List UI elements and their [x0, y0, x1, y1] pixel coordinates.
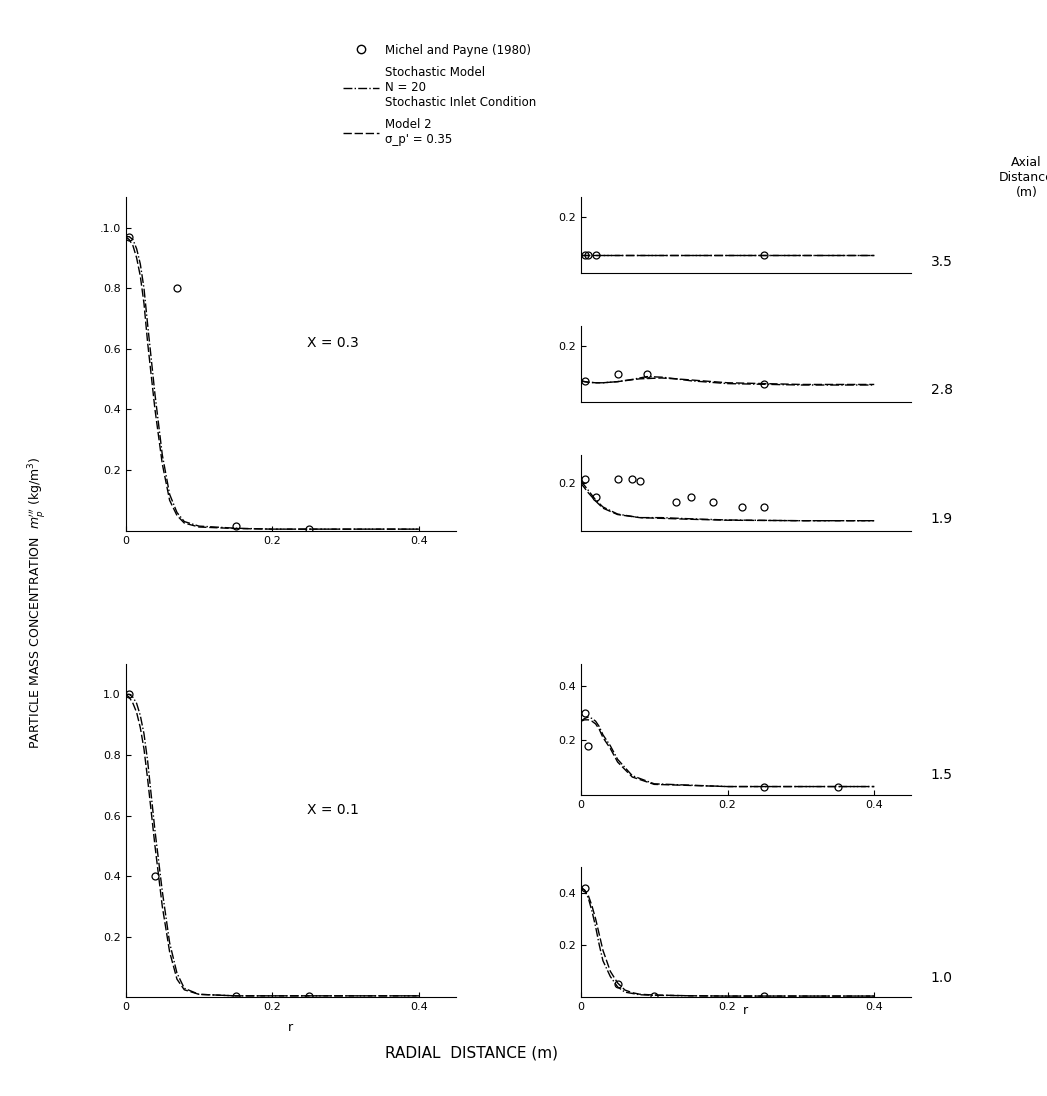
Text: 1.0: 1.0 [931, 971, 953, 984]
Legend: Michel and Payne (1980), Stochastic Model
N = 20
Stochastic Inlet Condition, Mod: Michel and Payne (1980), Stochastic Mode… [339, 38, 540, 151]
Text: r: r [288, 1020, 293, 1034]
Text: 2.8: 2.8 [931, 384, 953, 398]
Text: X = 0.3: X = 0.3 [307, 336, 359, 351]
Text: 1.9: 1.9 [931, 512, 953, 526]
Text: Axial
Distance
(m): Axial Distance (m) [999, 156, 1047, 198]
Text: PARTICLE MASS CONCENTRATION  $m_p'''$ (kg/m$^3$): PARTICLE MASS CONCENTRATION $m_p'''$ (kg… [25, 456, 48, 750]
Text: X = 0.1: X = 0.1 [307, 803, 359, 817]
Text: r: r [743, 1004, 749, 1017]
Text: 3.5: 3.5 [931, 254, 953, 269]
Text: 1.5: 1.5 [931, 768, 953, 783]
Text: RADIAL  DISTANCE (m): RADIAL DISTANCE (m) [384, 1046, 558, 1061]
